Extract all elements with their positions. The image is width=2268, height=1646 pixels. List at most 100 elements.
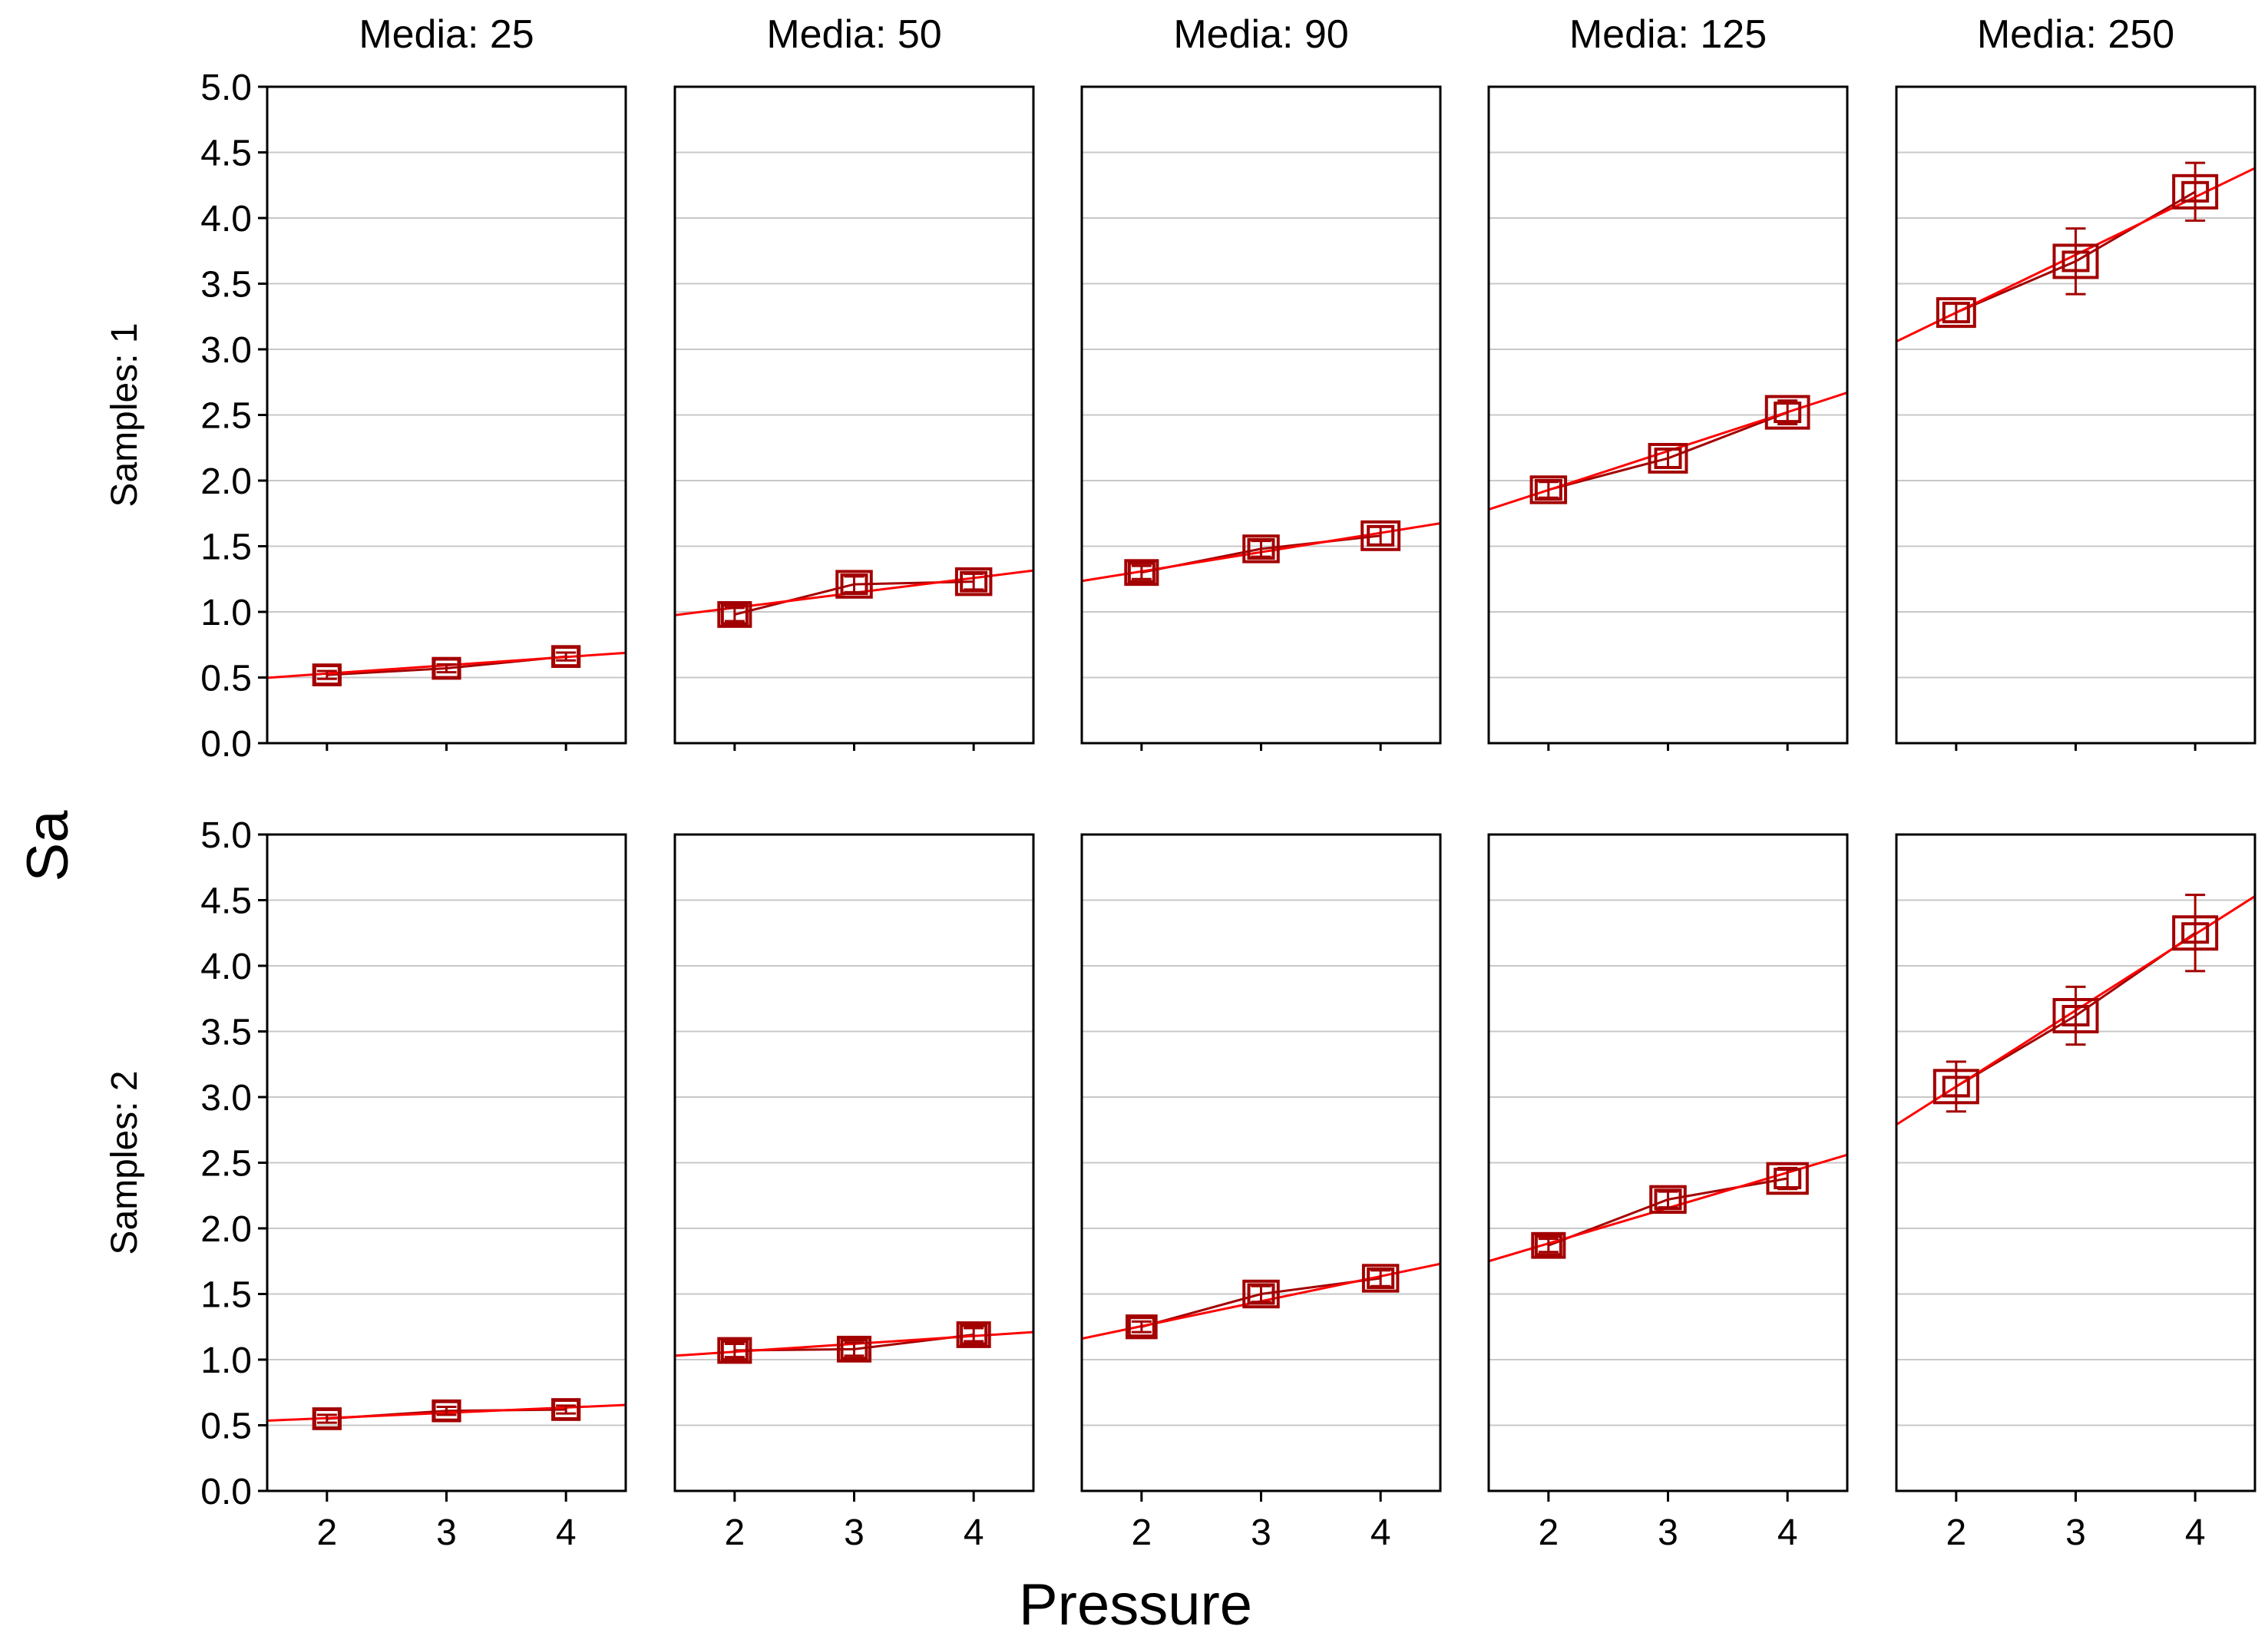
data-point [2052,997,2099,1033]
y-tick-label: 4.0 [200,199,252,240]
x-tick-label: 2 [316,1512,337,1553]
x-tick-label: 4 [964,1512,984,1553]
x-tick-label: 3 [436,1512,457,1553]
panel-frame [1895,85,2256,745]
data-point-inner [1534,1234,1562,1257]
data-point-inner [1774,1168,1802,1190]
x-tick-label: 3 [1251,1512,1271,1553]
y-tick-label: 3.0 [200,330,252,371]
y-tick-label: 4.0 [200,947,252,987]
data-point [717,1337,752,1364]
panel-data [1082,520,1440,587]
data-point-inner [960,570,988,593]
panel-frame [1080,85,1442,745]
data-point-inner [2181,180,2210,203]
data-point [1242,1279,1280,1309]
panel-frame [266,85,627,745]
y-tick-label: 1.5 [200,1275,252,1316]
data-point [2172,174,2219,210]
data-point-inner [1127,1316,1155,1338]
data-point-inner [1942,302,1970,324]
panel-frame [1487,833,1849,1492]
data-point [1932,1069,1979,1105]
y-tick-label: 4.5 [200,134,252,174]
data-point-inner [840,573,868,596]
facet-panel [673,85,1035,751]
y-tick-label: 0.5 [200,1406,252,1447]
panel-data [1489,1153,1847,1263]
data-point-inner [2181,922,2210,944]
panel-data [675,1321,1033,1364]
data-point-inner [960,1324,988,1346]
panel-data [675,567,1033,628]
data-point-inner [1654,1188,1682,1211]
data-point [1531,1231,1566,1259]
y-tick-label: 5.0 [200,68,252,108]
data-point [1648,442,1688,474]
data-point-inner [1654,447,1682,469]
panel-frame [266,833,627,1492]
x-tick-label: 3 [2065,1512,2086,1553]
data-point [1649,1185,1687,1215]
panel-frame [1895,833,2256,1492]
data-point-inner [1774,402,1802,424]
facet-panel [1487,85,1849,751]
data-point [717,601,752,628]
data-point [1361,1264,1400,1293]
y-tick-label: 3.5 [200,1013,252,1053]
data-point-inner [552,646,580,668]
data-point [1242,534,1280,564]
data-point-inner [2061,1004,2090,1026]
data-point [1124,559,1159,587]
panel-data [267,645,626,686]
panel-frame [1487,85,1849,745]
y-tick-label: 1.0 [200,593,252,633]
column-label: Media: 250 [1977,12,2174,57]
y-tick-label: 4.5 [200,881,252,922]
data-point-inner [840,1338,868,1360]
y-tick-label: 2.5 [200,396,252,437]
data-point [954,567,993,597]
data-point [835,570,873,599]
data-point-inner [720,1340,749,1362]
axis-titles: Pressure Sa [15,810,1252,1638]
row-label: Samples: 2 [104,1070,145,1254]
data-point-inner [432,657,461,679]
x-tick-label: 2 [1131,1512,1152,1553]
x-tick-label: 4 [1370,1512,1391,1553]
data-point-inner [1367,1267,1395,1289]
facet-panel: 2 3 4 [1895,833,2256,1553]
data-point [1529,475,1568,504]
data-point-inner [2061,250,2090,273]
column-label: Media: 125 [1569,12,1767,57]
data-point-inner [1367,524,1395,547]
panel-frame [673,833,1035,1492]
data-point-inner [312,1407,341,1430]
data-point [1766,1162,1809,1195]
x-tick-label: 2 [1538,1512,1559,1553]
panel-data [1896,894,2255,1126]
data-point-inner [312,664,341,686]
data-point [836,1335,872,1363]
y-tick-label: 1.5 [200,527,252,568]
data-point-inner [552,1398,580,1420]
y-tick-label: 1.0 [200,1340,252,1381]
panel-frame [1080,833,1442,1492]
y-tick-label: 2.0 [200,1209,252,1250]
data-point-inner [1942,1076,1970,1098]
y-tick-label: 2.0 [200,461,252,502]
x-tick-label: 4 [2185,1512,2206,1553]
y-axis-title: Sa [15,810,81,882]
x-tick-label: 3 [1658,1512,1678,1553]
data-point [1936,297,1976,329]
x-tick-label: 3 [844,1512,865,1553]
data-point-inner [1127,561,1155,583]
x-tick-label: 2 [1946,1512,1966,1553]
facet-panel: 0.0 0.5 1.0 1.5 2.0 2.5 3.0 3.5 4.0 4.5 5.0 [200,68,627,765]
facet-panel: 2 3 4 [1487,833,1849,1553]
data-point [956,1321,991,1348]
y-tick-label: 5.0 [200,815,252,856]
x-tick-label: 4 [1777,1512,1798,1553]
panel-data [1082,1262,1440,1340]
